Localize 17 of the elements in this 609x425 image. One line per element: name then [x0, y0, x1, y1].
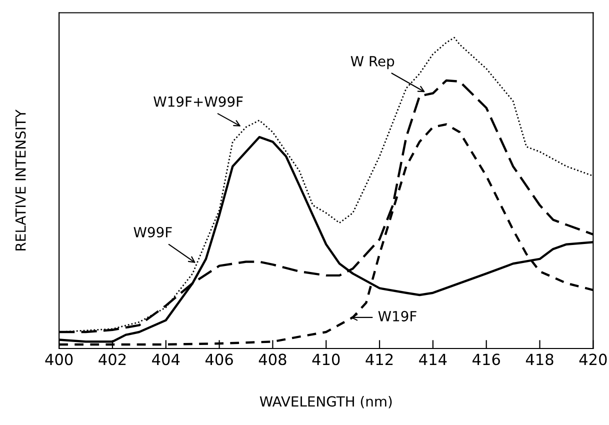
annotation: W Rep	[350, 56, 394, 70]
x-tick-label: 400	[45, 354, 73, 366]
y-axis-title: RELATIVE INTENSITY	[15, 110, 26, 250]
x-tick-label: 414	[419, 354, 447, 365]
annotation: W19F+W99F	[154, 96, 243, 107]
x-tick-label: 404	[152, 354, 180, 366]
x-tick-label: 408	[258, 354, 286, 366]
x-tick-label: 412	[366, 354, 393, 365]
x-tick-label: 402	[98, 354, 126, 366]
x-tick-label: 420	[579, 354, 607, 366]
x-tick-label: 406	[205, 354, 233, 366]
x-axis-title: WAVELENGTH (nm)	[260, 396, 392, 408]
x-tick-label: 418	[526, 354, 554, 366]
annotation: W99F	[134, 226, 172, 238]
x-tick-label: 416	[472, 354, 500, 366]
annotation: W19F	[378, 310, 416, 322]
x-tick-label: 410	[312, 354, 340, 366]
